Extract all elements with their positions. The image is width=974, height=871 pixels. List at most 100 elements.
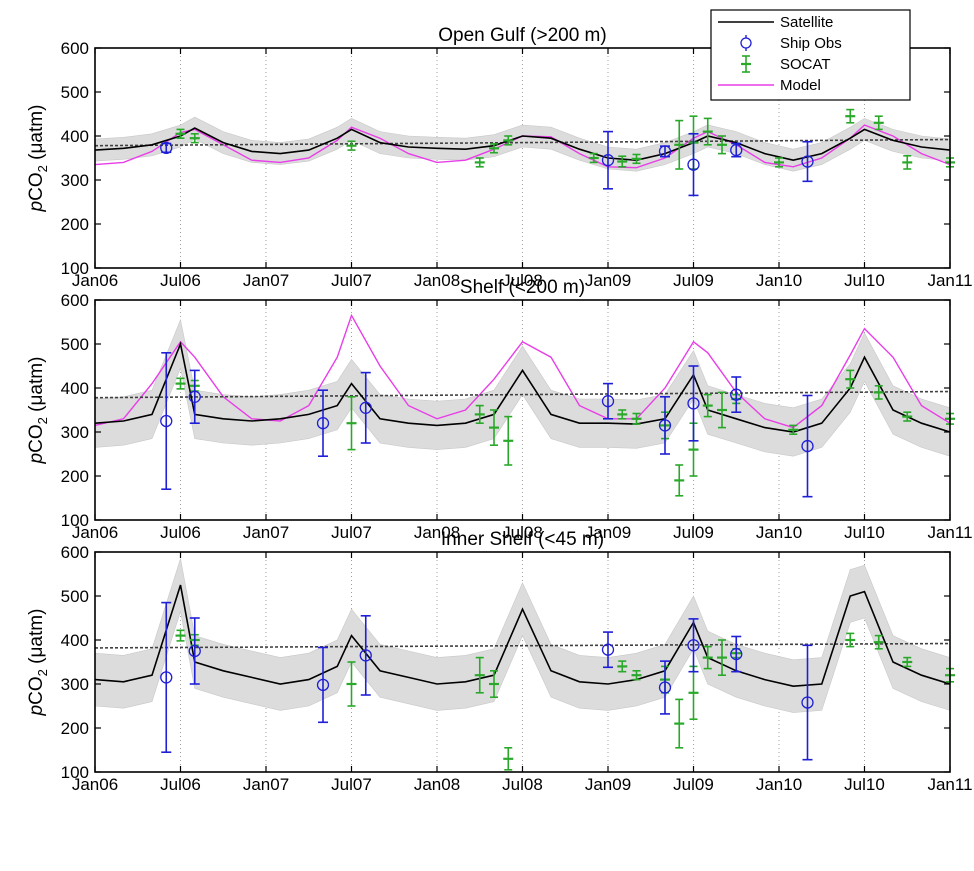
ship-obs-point	[601, 130, 615, 190]
socat-point	[503, 135, 514, 146]
y-label-co: CO	[26, 172, 47, 201]
y-label-unit: (μatm)	[26, 357, 47, 418]
x-tick-label: Jan06	[72, 775, 118, 794]
socat-point	[588, 152, 599, 164]
y-label-sub: 2	[35, 417, 50, 424]
ship-marker	[658, 681, 672, 694]
x-tick-label: Jan10	[756, 775, 802, 794]
y-tick-label: 500	[61, 83, 89, 102]
y-tick-label: 100	[61, 259, 89, 278]
panel-title: Open Gulf (>200 m)	[438, 25, 606, 46]
socat-point	[631, 412, 642, 425]
socat-point	[631, 153, 642, 165]
y-tick-label: 300	[61, 171, 89, 190]
x-tick-label: Jan11	[927, 523, 972, 542]
ship-obs-point	[601, 631, 615, 669]
socat-point	[189, 133, 200, 144]
ship-obs-point	[687, 618, 700, 673]
ship-obs-point	[658, 145, 672, 158]
ship-obs-point	[160, 601, 173, 754]
socat-point	[702, 645, 713, 670]
x-tick-label: Jul07	[331, 775, 372, 794]
ship-marker	[687, 639, 700, 652]
socat-point	[717, 391, 727, 429]
ship-marker	[687, 158, 700, 171]
chart-panel-1: Open Gulf (>200 m) 100 200 300 400 500 600 Jan0…	[26, 25, 973, 290]
panel-title: Shelf (<200 m)	[460, 277, 585, 298]
socat-point	[489, 669, 499, 699]
socat-point	[489, 409, 499, 447]
socat-point	[788, 424, 799, 436]
x-tick-label: Jan08	[414, 775, 460, 794]
ship-obs-point	[658, 395, 672, 455]
chart-panel-2: Shelf (<200 m) 100 200 300 400 500 600 Jan06 Jul…	[26, 277, 973, 542]
y-tick-label: 400	[61, 631, 89, 650]
ship-obs-point	[687, 133, 700, 197]
x-tick-label: Jul07	[331, 271, 372, 290]
ship-obs-point	[658, 660, 672, 715]
ship-obs-point	[359, 614, 372, 696]
x-tick-label: Jul08	[502, 271, 543, 290]
ship-obs-point	[160, 351, 173, 491]
satellite-line	[94, 341, 951, 433]
ship-obs-point	[316, 389, 330, 458]
socat-point	[688, 665, 699, 721]
x-tick-label: Jul09	[673, 271, 714, 290]
panel-title: Inner Shelf (<45 m)	[441, 529, 604, 550]
legend: Satellite Ship Obs SOCAT Model	[710, 9, 911, 101]
ship-marker	[687, 397, 700, 410]
ship-obs-point	[687, 365, 700, 442]
socat-point	[346, 140, 357, 151]
y-tick-label: 100	[61, 511, 89, 530]
chart-panel-3: Inner Shelf (<45 m) 100 200 300 400 500 600 Jan…	[26, 529, 973, 794]
socat-point	[873, 115, 884, 131]
socat-point	[902, 656, 913, 668]
x-tick-label: Jul08	[502, 523, 543, 542]
ship-obs-point	[188, 617, 201, 685]
x-tick-label: Jul06	[160, 271, 201, 290]
y-label-sub: 2	[35, 669, 50, 676]
x-tick-label: Jul10	[844, 523, 885, 542]
ship-marker	[601, 154, 615, 167]
socat-point	[902, 411, 913, 422]
socat-point	[873, 634, 884, 650]
satellite-line	[94, 127, 951, 162]
y-tick-label: 100	[61, 763, 89, 782]
legend-item: Satellite	[718, 14, 833, 31]
legend-label: SOCAT	[780, 56, 831, 73]
y-tick-label: 200	[61, 215, 89, 234]
y-axis-label: pCO2 (μatm)	[26, 357, 50, 465]
y-tick-label: 400	[61, 379, 89, 398]
socat-point	[674, 119, 685, 170]
x-tick-label: Jul09	[673, 775, 714, 794]
x-tick-label: Jul09	[673, 523, 714, 542]
y-tick-label: 300	[61, 423, 89, 442]
x-tick-label: Jul10	[844, 775, 885, 794]
y-axis-label: pCO2 (μatm)	[26, 609, 50, 717]
ship-marker	[188, 390, 201, 403]
y-axis-label: pCO2 (μatm)	[26, 105, 50, 213]
legend-label: Satellite	[780, 14, 833, 31]
x-tick-label: Jul10	[844, 271, 885, 290]
ship-obs-point	[601, 382, 615, 420]
ship-marker	[160, 414, 173, 428]
socat-point	[346, 395, 357, 451]
x-tick-label: Jan09	[585, 523, 631, 542]
x-tick-label: Jul06	[160, 775, 201, 794]
x-tick-label: Jul07	[331, 523, 372, 542]
ship-obs-point	[801, 644, 814, 761]
ship-marker	[188, 644, 201, 658]
legend-label: Ship Obs	[780, 35, 842, 52]
socat-point	[503, 415, 514, 466]
y-tick-label: 200	[61, 467, 89, 486]
y-tick-label: 200	[61, 719, 89, 738]
socat-point	[774, 157, 784, 168]
ship-marker	[316, 678, 330, 692]
socat-point	[617, 155, 628, 168]
legend-circle-swatch	[740, 37, 752, 49]
y-tick-label: 500	[61, 587, 89, 606]
socat-point	[617, 409, 628, 420]
ship-marker	[730, 647, 743, 661]
ship-marker	[316, 417, 330, 430]
